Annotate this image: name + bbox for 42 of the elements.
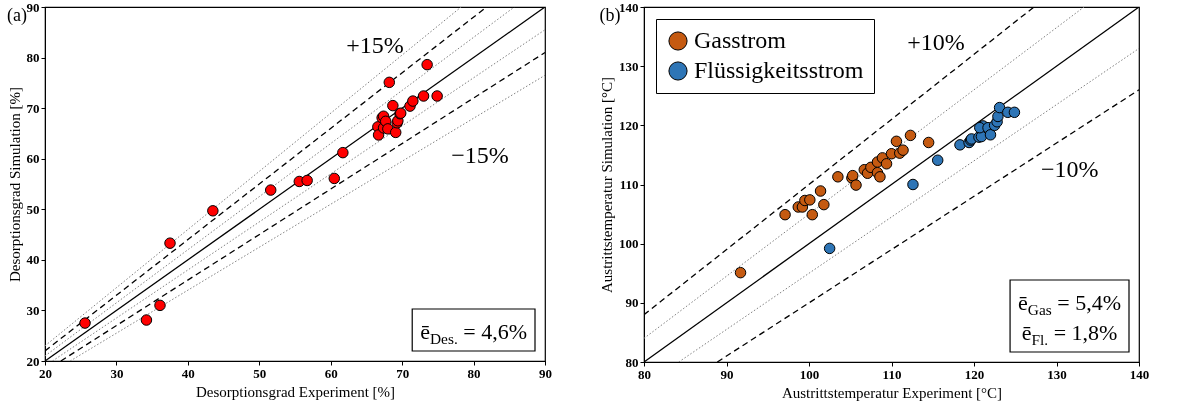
y-axis-title: Austrittstemperatur Simulation [°C]	[599, 77, 615, 293]
x-tick-label: 110	[882, 366, 902, 382]
legend-label: Gasstrom	[694, 27, 787, 53]
y-tick-label: 30	[26, 302, 40, 318]
x-tick-label: 90	[539, 365, 552, 381]
y-tick-label: 100	[619, 236, 639, 252]
y-tick-label: 40	[26, 252, 40, 268]
annotation: +15%	[346, 31, 404, 58]
x-tick-label: 50	[253, 365, 267, 381]
x-tick-label: 30	[110, 365, 124, 381]
x-tick-label: 120	[964, 366, 985, 382]
x-tick-label: 100	[799, 366, 820, 382]
y-tick-label: 20	[26, 353, 40, 369]
annotation: −10%	[1040, 156, 1099, 183]
y-tick-label: 50	[26, 201, 40, 217]
y-tick-label: 80	[26, 50, 40, 66]
y-tick-label: 120	[619, 117, 639, 133]
x-tick-label: 90	[720, 366, 734, 382]
y-tick-label: 110	[619, 177, 639, 192]
x-tick-label: 20	[39, 365, 52, 381]
x-tick-label: 70	[396, 365, 410, 381]
x-axis-title: Desorptionsgrad Experiment [%]	[195, 383, 396, 400]
y-tick-label: 70	[26, 100, 40, 116]
chart-title: (b)	[599, 5, 621, 26]
chart-title: (a)	[7, 5, 27, 26]
y-tick-label: 90	[625, 295, 639, 311]
x-tick-label: 80	[638, 366, 651, 382]
y-axis-title: Desorptionsgrad Simulation [%]	[6, 87, 23, 282]
x-tick-label: 60	[324, 365, 338, 381]
x-tick-label: 140	[1129, 366, 1150, 382]
annotation: −15%	[451, 141, 509, 168]
x-tick-label: 80	[467, 365, 481, 381]
legend-label: Flüssigkeitsstrom	[694, 57, 864, 83]
y-tick-label: 80	[625, 354, 639, 370]
annotation: +10%	[907, 28, 965, 55]
y-tick-label: 90	[26, 0, 40, 15]
x-tick-label: 40	[181, 365, 195, 381]
y-tick-label: 130	[619, 58, 639, 74]
x-tick-label: 130	[1047, 366, 1067, 382]
y-tick-label: 60	[26, 151, 40, 167]
x-axis-title: Austrittstemperatur Experiment [°C]	[781, 384, 1003, 401]
y-tick-label: 140	[619, 0, 639, 15]
